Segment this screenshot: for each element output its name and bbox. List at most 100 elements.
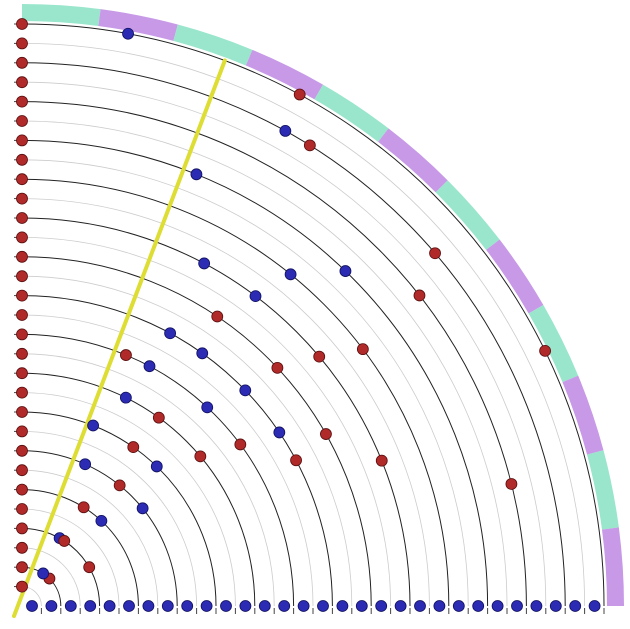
ring-arc-19 xyxy=(21,237,391,607)
data-point-35 xyxy=(339,265,352,277)
data-point-16 xyxy=(119,391,132,404)
y-axis-marker-27 xyxy=(16,76,28,89)
data-point-17 xyxy=(234,438,247,451)
x-axis-marker-23 xyxy=(452,600,465,612)
y-axis-marker-18 xyxy=(16,250,28,263)
data-point-27 xyxy=(271,361,284,374)
y-axis-marker-20 xyxy=(16,212,28,224)
data-point-38 xyxy=(413,289,426,302)
y-axis-marker-29 xyxy=(16,37,28,50)
x-axis-marker-27 xyxy=(530,600,543,612)
x-axis-marker-6 xyxy=(123,600,135,612)
x-axis-marker-4 xyxy=(84,600,97,612)
x-axis-marker-5 xyxy=(103,600,116,612)
data-point-40 xyxy=(429,247,441,260)
data-point-18 xyxy=(201,401,214,414)
data-point-22 xyxy=(273,426,286,439)
y-axis-marker-11 xyxy=(16,386,28,399)
data-point-20 xyxy=(120,349,132,361)
data-point-31 xyxy=(249,290,262,303)
data-point-42 xyxy=(539,344,551,357)
y-axis-marker-7 xyxy=(16,464,28,477)
x-axis-marker-26 xyxy=(511,600,523,612)
data-point-39 xyxy=(279,125,292,137)
data-point-9 xyxy=(113,479,126,492)
data-point-30 xyxy=(313,350,326,363)
x-axis-marker-21 xyxy=(414,600,426,612)
data-point-32 xyxy=(198,257,211,270)
x-axis-marker-2 xyxy=(45,600,58,612)
data-point-23 xyxy=(239,384,252,397)
y-axis-marker-26 xyxy=(16,95,28,108)
band-segment-4 xyxy=(245,49,323,100)
band-segment-11 xyxy=(587,450,619,530)
ring-arc-14 xyxy=(21,333,295,607)
band-segment-10 xyxy=(562,375,604,455)
band-segment-1 xyxy=(21,4,101,27)
ring-arc-25 xyxy=(21,120,508,607)
data-point-14 xyxy=(194,450,207,463)
band-segment-3 xyxy=(173,24,253,66)
data-point-11 xyxy=(150,460,163,473)
band-segment-9 xyxy=(528,305,579,383)
y-axis-marker-6 xyxy=(16,483,28,496)
data-point-15 xyxy=(152,411,165,424)
data-point-34 xyxy=(284,268,297,281)
band-segment-5 xyxy=(314,84,389,142)
ring-arc-4 xyxy=(21,527,101,607)
data-point-29 xyxy=(375,454,388,467)
y-axis-marker-3 xyxy=(16,541,28,554)
x-axis-marker-12 xyxy=(239,600,252,612)
data-point-36 xyxy=(190,168,203,181)
ring-arc-18 xyxy=(21,256,372,607)
x-axis-marker-11 xyxy=(220,600,232,612)
x-axis-marker-25 xyxy=(491,600,504,612)
y-axis-marker-12 xyxy=(16,367,28,380)
data-point-8 xyxy=(136,502,149,515)
x-axis-marker-8 xyxy=(161,600,174,612)
y-axis-marker-30 xyxy=(16,18,28,30)
band-segment-6 xyxy=(378,128,448,193)
ring-arc-9 xyxy=(21,431,197,607)
y-axis-marker-16 xyxy=(16,289,28,302)
y-axis-marker-23 xyxy=(16,153,28,166)
y-axis-marker-19 xyxy=(16,231,28,244)
data-point-12 xyxy=(127,441,140,453)
data-point-41 xyxy=(303,139,316,152)
y-axis-marker-17 xyxy=(16,270,28,283)
y-axis-marker-2 xyxy=(16,561,28,574)
x-axis-marker-10 xyxy=(200,600,213,612)
x-axis-marker-22 xyxy=(433,600,446,612)
data-point-26 xyxy=(320,428,332,440)
data-point-19 xyxy=(143,360,156,373)
data-point-10 xyxy=(79,458,92,471)
ring-arc-12 xyxy=(21,372,256,607)
ring-arc-27 xyxy=(21,81,547,607)
y-axis-marker-5 xyxy=(16,503,28,515)
band-segment-8 xyxy=(486,239,544,314)
x-axis-marker-28 xyxy=(549,600,562,612)
ring-arc-22 xyxy=(21,178,450,607)
ring-arc-20 xyxy=(21,217,411,607)
y-axis-marker-9 xyxy=(16,425,28,438)
y-axis-marker-10 xyxy=(16,406,28,418)
band-segment-12 xyxy=(601,527,624,607)
ring-arc-11 xyxy=(21,392,236,607)
x-axis-marker-3 xyxy=(64,600,77,612)
ring-arc-21 xyxy=(21,198,430,607)
data-point-24 xyxy=(196,347,209,360)
ring-arc-16 xyxy=(21,295,333,607)
x-axis-marker-30 xyxy=(588,600,601,612)
x-axis-marker-16 xyxy=(317,600,329,612)
data-point-44 xyxy=(122,27,134,40)
y-axis-marker-28 xyxy=(16,56,28,69)
ring-arc-24 xyxy=(21,139,489,607)
axis-markers xyxy=(16,18,601,612)
data-point-43 xyxy=(293,88,306,101)
ring-arc-8 xyxy=(21,450,178,607)
y-axis-marker-13 xyxy=(16,347,28,360)
ring-arc-30 xyxy=(21,23,605,607)
y-axis-marker-25 xyxy=(16,115,28,127)
